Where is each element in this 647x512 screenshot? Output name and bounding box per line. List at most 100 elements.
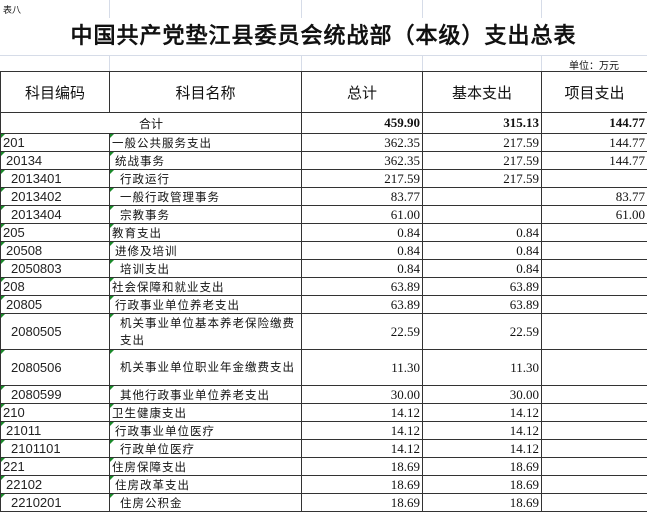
row-project: [542, 242, 647, 260]
row-code-text: 20508: [6, 243, 42, 258]
row-total-text: 0.84: [397, 261, 420, 276]
row-code: 2080505: [1, 314, 110, 350]
row-code: 2050803: [1, 260, 110, 278]
row-total-text: 63.89: [391, 297, 420, 312]
row-name: 机关事业单位基本养老保险缴费支出: [110, 314, 302, 350]
cell-marker-icon: [110, 386, 114, 390]
row-code-text: 20134: [6, 153, 42, 168]
row-code: 201: [1, 134, 110, 152]
row-name-text: 住房保障支出: [112, 460, 187, 474]
row-project: 83.77: [542, 188, 647, 206]
row-basic-text: 0.84: [516, 261, 539, 276]
row-basic: 14.12: [423, 440, 542, 458]
cell-marker-icon: [110, 134, 114, 138]
cell-marker-icon: [1, 314, 5, 318]
row-code-text: 221: [3, 459, 25, 474]
row-code: 205: [1, 224, 110, 242]
cell-marker-icon: [110, 476, 114, 480]
row-total-text: 30.00: [391, 387, 420, 402]
row-code: 210: [1, 404, 110, 422]
cell-marker-icon: [1, 404, 5, 408]
row-basic: 0.84: [423, 260, 542, 278]
row-code-text: 210: [3, 405, 25, 420]
row-basic-text: 63.89: [510, 297, 539, 312]
row-basic-text: 63.89: [510, 279, 539, 294]
row-name: 行政单位医疗: [110, 440, 302, 458]
total-label: 合计: [1, 113, 302, 134]
row-total: 83.77: [302, 188, 423, 206]
row-project: [542, 422, 647, 440]
cell-marker-icon: [110, 170, 114, 174]
row-name: 宗教事务: [110, 206, 302, 224]
cell-marker-icon: [1, 152, 5, 156]
row-basic-text: 18.69: [510, 495, 539, 510]
row-project-text: 144.77: [609, 135, 645, 150]
row-name: 住房保障支出: [110, 458, 302, 476]
row-project: [542, 224, 647, 242]
row-code: 2210201: [1, 494, 110, 512]
row-basic: 11.30: [423, 350, 542, 386]
row-project-text: 61.00: [616, 207, 645, 222]
cell-marker-icon: [1, 296, 5, 300]
cell-marker-icon: [1, 134, 5, 138]
row-basic-text: 14.12: [510, 441, 539, 456]
row-basic-text: 18.69: [510, 459, 539, 474]
row-code: 2101101: [1, 440, 110, 458]
row-total-text: 362.35: [384, 135, 420, 150]
unit-label: 单位：万元: [569, 57, 619, 72]
header-basic: 基本支出: [423, 72, 542, 113]
row-code: 20134: [1, 152, 110, 170]
row-total-text: 18.69: [391, 477, 420, 492]
row-code-text: 2210201: [11, 495, 62, 510]
row-name-text: 卫生健康支出: [112, 406, 187, 420]
cell-marker-icon: [110, 188, 114, 192]
row-name-text: 教育支出: [112, 226, 162, 240]
row-code: 22102: [1, 476, 110, 494]
row-name: 统战事务: [110, 152, 302, 170]
row-basic-text: 0.84: [516, 243, 539, 258]
row-total: 362.35: [302, 152, 423, 170]
row-basic: 63.89: [423, 278, 542, 296]
row-name-text: 机关事业单位基本养老保险缴费支出: [120, 316, 295, 347]
row-basic: 18.69: [423, 458, 542, 476]
row-basic: 0.84: [423, 224, 542, 242]
row-basic: 14.12: [423, 404, 542, 422]
row-name: 住房公积金: [110, 494, 302, 512]
row-project: [542, 458, 647, 476]
row-basic: 0.84: [423, 242, 542, 260]
row-total-text: 14.12: [391, 405, 420, 420]
row-code-text: 2050803: [11, 261, 62, 276]
row-basic-text: 217.59: [503, 135, 539, 150]
cell-marker-icon: [110, 458, 114, 462]
row-basic-text: 22.59: [510, 324, 539, 339]
table-row: 2050803 培训支出 0.84 0.84: [1, 260, 647, 278]
row-project: [542, 404, 647, 422]
row-total-text: 14.12: [391, 441, 420, 456]
row-total: 0.84: [302, 224, 423, 242]
row-basic-text: 14.12: [510, 423, 539, 438]
total-basic: 315.13: [423, 113, 542, 134]
row-project: [542, 476, 647, 494]
row-total: 0.84: [302, 260, 423, 278]
row-name: 一般行政管理事务: [110, 188, 302, 206]
row-code: 208: [1, 278, 110, 296]
row-project: [542, 296, 647, 314]
row-code-text: 2080599: [11, 387, 62, 402]
row-basic: [423, 188, 542, 206]
row-name: 培训支出: [110, 260, 302, 278]
row-project: [542, 350, 647, 386]
row-total: 14.12: [302, 404, 423, 422]
row-basic: [423, 206, 542, 224]
row-name-text: 进修及培训: [115, 244, 178, 258]
row-name-text: 住房改革支出: [115, 478, 190, 492]
sheet-label: 表八: [3, 3, 21, 16]
row-basic: 217.59: [423, 170, 542, 188]
row-basic: 217.59: [423, 134, 542, 152]
row-project: 144.77: [542, 134, 647, 152]
row-code-text: 2080506: [11, 360, 62, 375]
